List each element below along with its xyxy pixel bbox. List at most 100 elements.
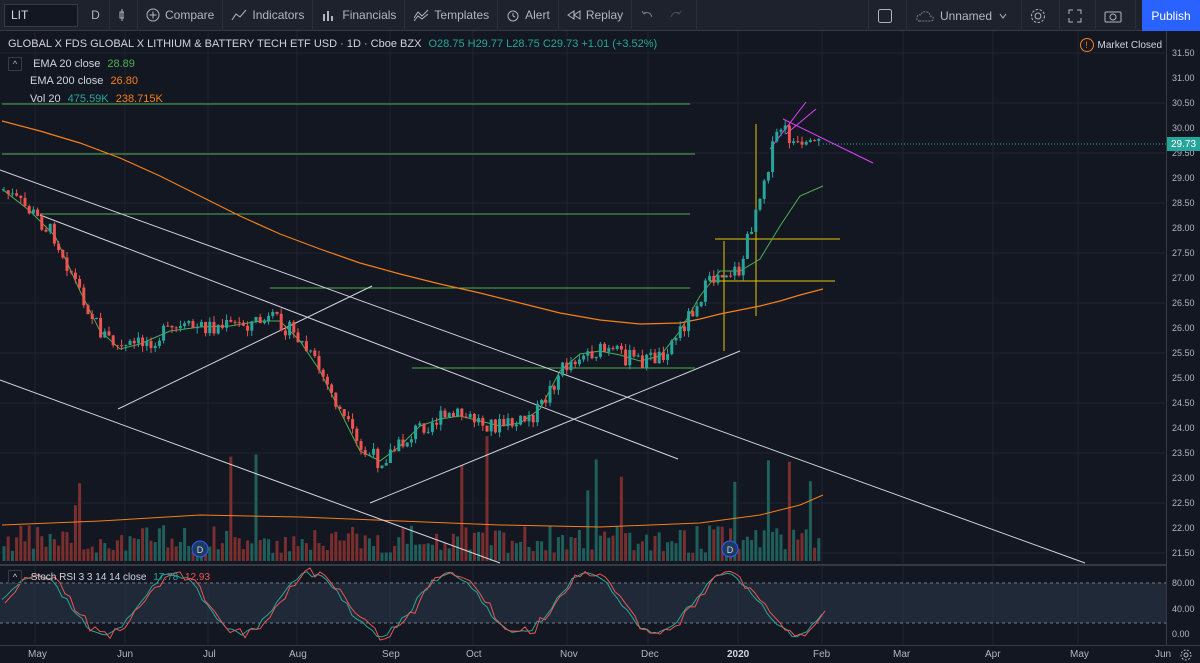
ema20-legend[interactable]: ^ EMA 20 close 28.89 xyxy=(8,57,135,71)
candle-body xyxy=(645,354,649,368)
templates-button[interactable]: Templates xyxy=(405,0,499,31)
volume-bar xyxy=(351,526,355,561)
replay-button[interactable]: Replay xyxy=(559,0,633,31)
volume-bar xyxy=(733,481,737,561)
candle-body xyxy=(577,359,581,365)
price-tick: 25.00 xyxy=(1172,373,1195,383)
dividend-marker-2[interactable]: D xyxy=(721,540,739,558)
date-tick: Oct xyxy=(466,649,482,660)
price-chart[interactable]: D D xyxy=(0,31,1166,645)
candle-body xyxy=(128,340,132,346)
volume-bar xyxy=(120,535,124,561)
volume-bar xyxy=(594,459,598,561)
candle-body xyxy=(149,341,153,349)
indicators-button[interactable]: Indicators xyxy=(223,0,314,31)
volume-bar xyxy=(712,529,716,561)
market-status[interactable]: ! Market Closed xyxy=(1079,38,1162,52)
volume-bar xyxy=(44,546,48,561)
volume-bar xyxy=(624,533,628,561)
candle-body xyxy=(624,349,628,366)
collapse-icon[interactable]: ^ xyxy=(8,57,22,71)
candle-body xyxy=(52,223,56,244)
snapshot-button[interactable] xyxy=(1096,0,1136,31)
volume-bar xyxy=(582,548,586,561)
candles xyxy=(2,120,821,473)
volume-bar xyxy=(506,552,510,561)
volume-bar xyxy=(556,537,560,561)
candle-body xyxy=(439,410,443,425)
date-axis[interactable]: May Jun Jul Aug Sep Oct Nov Dec 2020 Feb… xyxy=(0,645,1200,663)
rsi-legend-value1: 17.78 xyxy=(153,572,179,583)
candle-body xyxy=(569,361,573,371)
candle-body xyxy=(44,229,48,232)
volume-bar xyxy=(611,535,615,561)
gear-icon[interactable] xyxy=(1180,649,1192,661)
volume-bar xyxy=(254,454,258,561)
volume-bar xyxy=(73,505,77,561)
redo-button[interactable] xyxy=(661,0,698,31)
volume-bar xyxy=(380,552,384,561)
publish-button[interactable]: Publish xyxy=(1142,0,1200,31)
dividend-label: D xyxy=(197,545,204,555)
volume-bar xyxy=(636,543,640,561)
alert-button[interactable]: Alert xyxy=(498,0,559,31)
symbol-search[interactable]: LIT xyxy=(4,3,78,27)
candle-body xyxy=(10,193,14,195)
candle-body xyxy=(783,125,787,130)
volume-bar xyxy=(548,525,552,561)
alert-label: Alert xyxy=(525,8,550,22)
candle-body xyxy=(418,423,422,426)
volume-bar xyxy=(31,548,35,561)
volume-bar xyxy=(628,532,632,561)
price-tick: 24.00 xyxy=(1172,423,1195,433)
ema200-legend[interactable]: EMA 200 close 26.80 xyxy=(30,75,138,87)
volume-bar xyxy=(36,527,40,561)
volume-bar xyxy=(766,460,770,561)
fullscreen-button[interactable] xyxy=(1060,0,1096,31)
compare-button[interactable]: Compare xyxy=(138,0,224,31)
price-tick: 24.50 xyxy=(1172,398,1195,408)
collapse-icon[interactable]: ^ xyxy=(8,570,22,584)
settings-button[interactable] xyxy=(1022,0,1060,31)
redo-icon xyxy=(670,10,682,18)
price-axis[interactable] xyxy=(1166,31,1200,645)
candle-body xyxy=(712,275,716,283)
candle-body xyxy=(414,425,418,440)
volume-bar xyxy=(19,525,23,561)
candle-body xyxy=(699,301,703,307)
volume-bar xyxy=(586,490,590,561)
volume-bar xyxy=(485,436,489,561)
volume-bar xyxy=(191,551,195,561)
candle-body xyxy=(136,337,140,344)
candle-body xyxy=(800,141,804,145)
volume-bar xyxy=(288,551,292,561)
publish-label: Publish xyxy=(1151,8,1191,23)
volume-bar xyxy=(359,548,363,561)
dividend-marker-1[interactable]: D xyxy=(191,540,209,558)
volume-bar xyxy=(174,546,178,561)
candle-body xyxy=(506,418,510,427)
layout-name-button[interactable]: Unnamed xyxy=(907,0,1022,31)
candle-body xyxy=(73,272,77,279)
candle-body xyxy=(443,410,447,418)
candle-body xyxy=(758,198,762,210)
stoch-rsi-legend[interactable]: ^ Stoch RSI 3 3 14 14 close 17.78 12.93 xyxy=(8,570,210,584)
candle-body xyxy=(199,321,203,327)
candle-body xyxy=(153,345,157,349)
volume-bar xyxy=(166,547,170,561)
interval-button[interactable]: D xyxy=(82,0,110,31)
undo-button[interactable] xyxy=(632,0,661,31)
volume-bar xyxy=(787,461,791,561)
candle-body xyxy=(649,352,653,355)
volume-bar xyxy=(531,551,535,561)
volume-bar xyxy=(590,549,594,561)
candle-body xyxy=(556,375,560,390)
volume-bar xyxy=(367,538,371,561)
volume-legend[interactable]: Vol 20 475.59K 238.715K xyxy=(30,93,163,105)
chart-type-button[interactable] xyxy=(110,0,138,31)
fullscreen-toggle[interactable] xyxy=(867,0,907,31)
date-tick: Jul xyxy=(203,649,216,660)
financials-button[interactable]: Financials xyxy=(313,0,406,31)
volume-bar xyxy=(498,530,502,561)
candle-body xyxy=(393,449,397,452)
